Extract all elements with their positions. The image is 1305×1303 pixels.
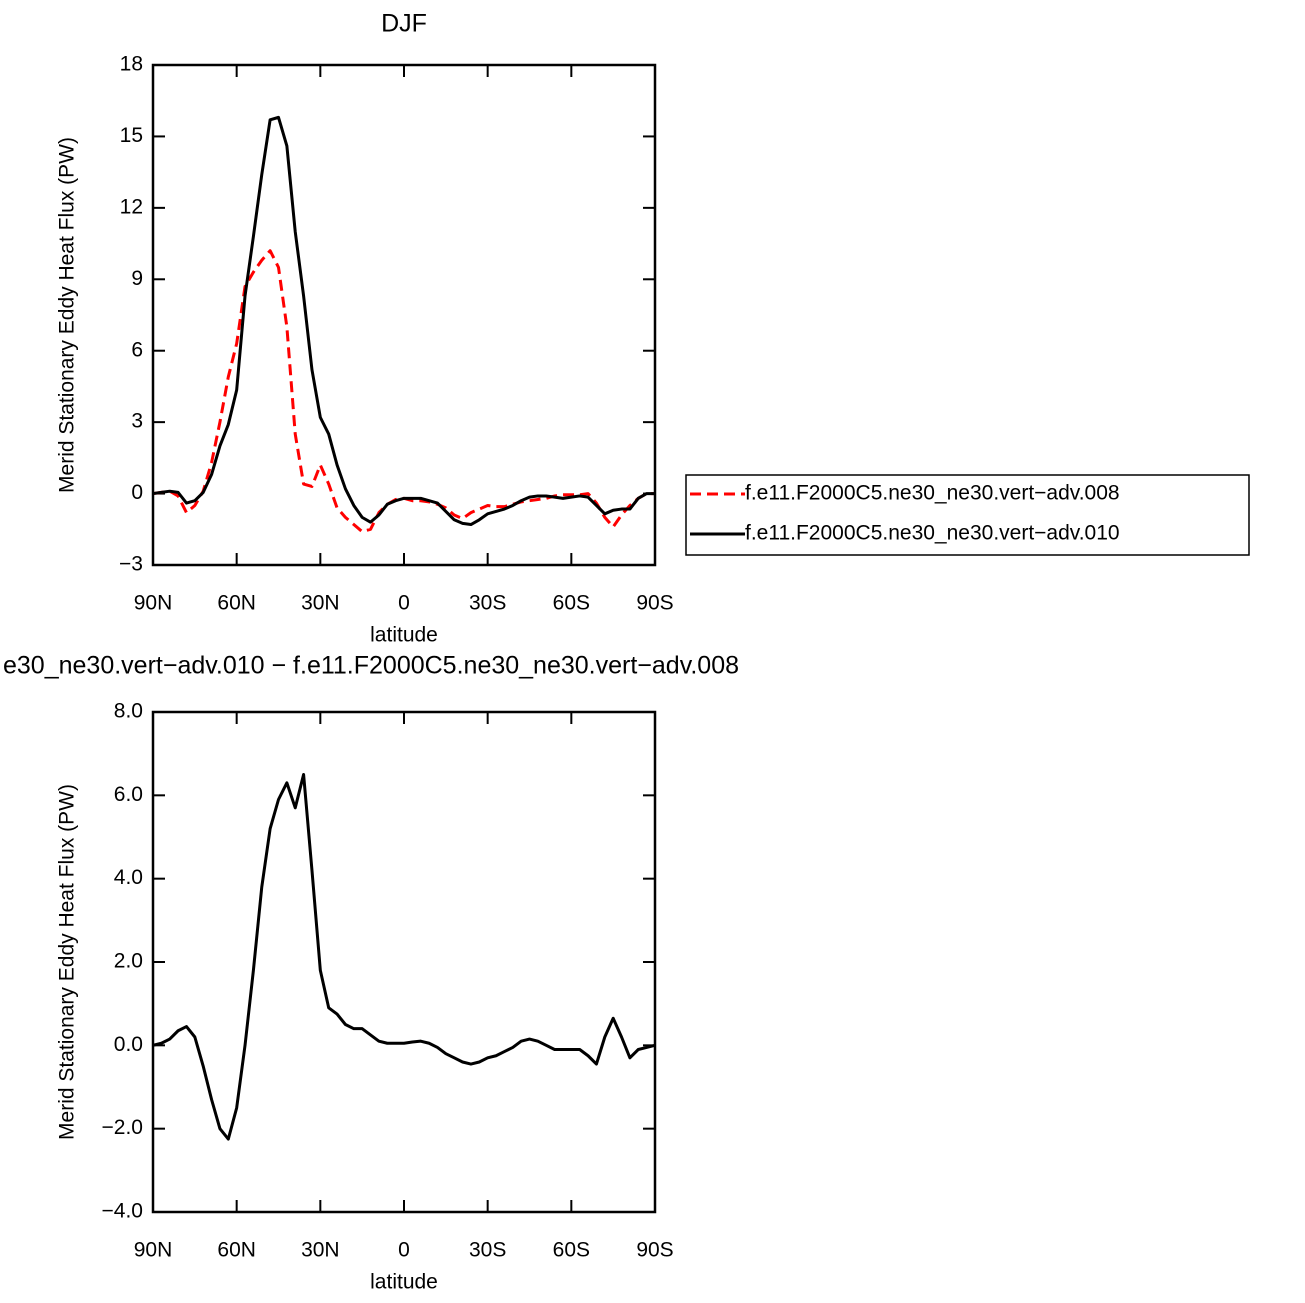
x-tick-label: 90N bbox=[134, 592, 173, 615]
y-tick-label: 15 bbox=[120, 124, 143, 147]
y-tick-label: 2.0 bbox=[114, 950, 143, 973]
y-tick-label: 18 bbox=[120, 53, 143, 76]
chart-title: e30_ne30.vert−adv.010 − f.e11.F2000C5.ne… bbox=[3, 652, 739, 680]
panel: e30_ne30.vert−adv.010 − f.e11.F2000C5.ne… bbox=[3, 652, 739, 1294]
y-axis-label: Merid Stationary Eddy Heat Flux (PW) bbox=[56, 784, 79, 1140]
legend-label: f.e11.F2000C5.ne30_ne30.vert−adv.010 bbox=[745, 522, 1120, 545]
legend-box bbox=[685, 474, 1250, 556]
x-tick-label: 90N bbox=[134, 1239, 173, 1262]
y-tick-label: 0.0 bbox=[114, 1033, 143, 1056]
line-series bbox=[152, 115, 655, 527]
plot-frame bbox=[151, 710, 657, 1214]
chart-title: DJF bbox=[381, 10, 427, 38]
x-tick-label: 60N bbox=[217, 592, 256, 615]
y-tick-label: 8.0 bbox=[114, 700, 143, 723]
x-tick-label: 0 bbox=[398, 1239, 410, 1262]
y-tick-label: −3 bbox=[119, 553, 143, 576]
x-axis-label: latitude bbox=[370, 1271, 438, 1294]
y-tick-label: 6.0 bbox=[114, 783, 143, 806]
x-tick-label: 30N bbox=[301, 592, 340, 615]
x-tick-label: 30S bbox=[469, 1239, 506, 1262]
line-series bbox=[152, 773, 656, 1141]
y-tick-label: 12 bbox=[120, 195, 143, 218]
y-tick-label: −4.0 bbox=[102, 1200, 143, 1223]
y-tick-label: 6 bbox=[131, 338, 143, 361]
y-tick-label: −2.0 bbox=[102, 1116, 143, 1139]
y-axis-label: Merid Stationary Eddy Heat Flux (PW) bbox=[56, 137, 79, 493]
x-tick-label: 30S bbox=[469, 592, 506, 615]
panel: DJF latitude Merid Stationary Eddy Heat Fl… bbox=[56, 10, 1250, 647]
x-tick-label: 60N bbox=[217, 1239, 256, 1262]
x-axis-label: latitude bbox=[370, 624, 438, 647]
y-tick-label: 4.0 bbox=[114, 866, 143, 889]
x-tick-label: 60S bbox=[553, 592, 590, 615]
x-tick-label: 60S bbox=[553, 1239, 590, 1262]
plot-frame bbox=[151, 63, 657, 567]
legend-label: f.e11.F2000C5.ne30_ne30.vert−adv.008 bbox=[745, 482, 1120, 505]
x-tick-label: 30N bbox=[301, 1239, 340, 1262]
line-series bbox=[152, 249, 655, 534]
x-tick-label: 0 bbox=[398, 592, 410, 615]
x-tick-label: 90S bbox=[636, 1239, 673, 1262]
y-tick-label: 3 bbox=[131, 410, 143, 433]
x-tick-label: 90S bbox=[636, 592, 673, 615]
y-tick-label: 9 bbox=[131, 267, 143, 290]
y-tick-label: 0 bbox=[131, 481, 143, 504]
